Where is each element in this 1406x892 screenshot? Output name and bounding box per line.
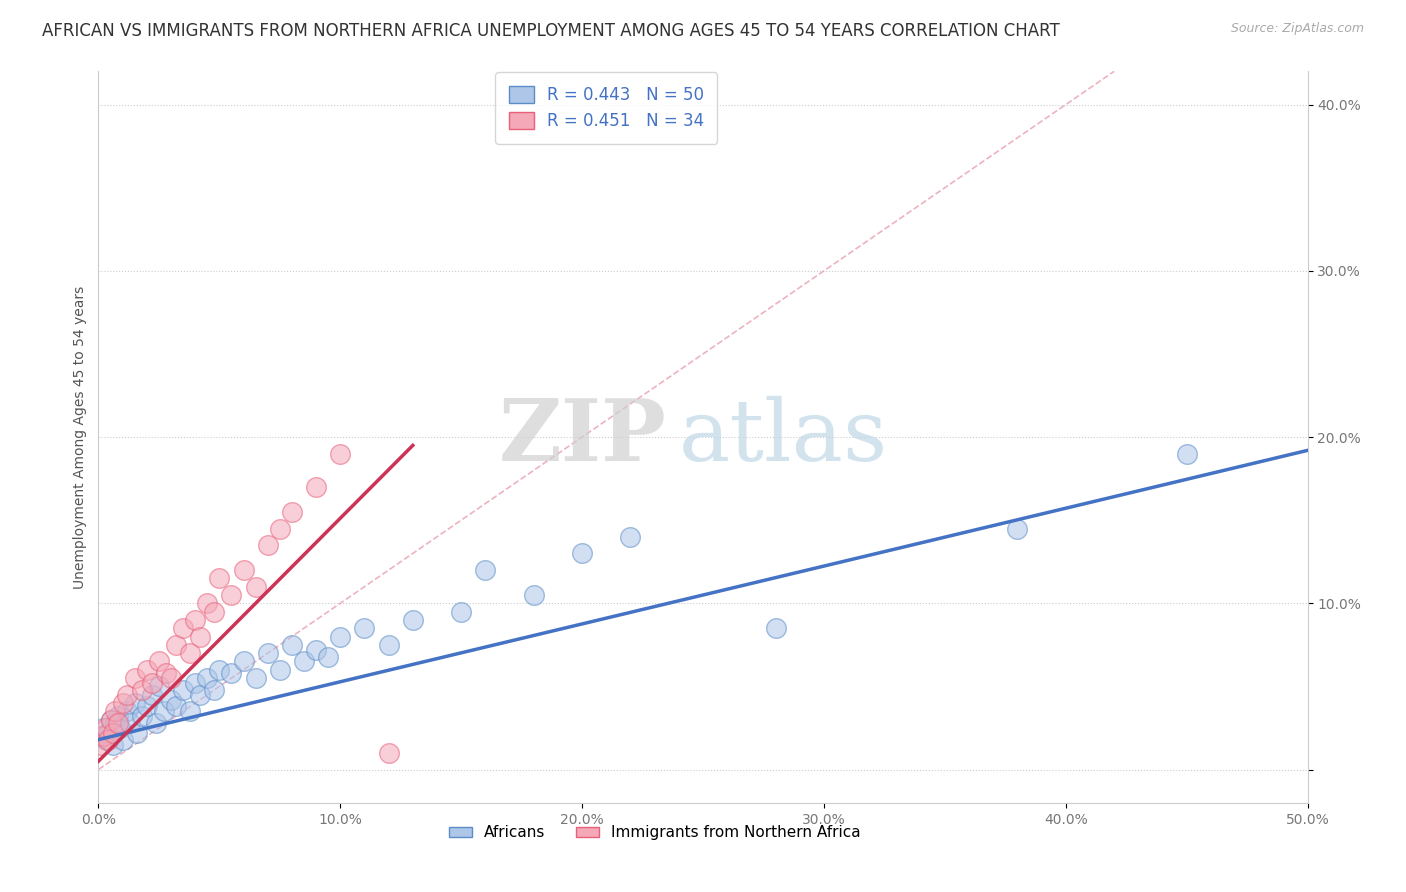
Point xyxy=(450,605,472,619)
Point xyxy=(571,546,593,560)
Point xyxy=(155,666,177,681)
Text: ZIP: ZIP xyxy=(499,395,666,479)
Point xyxy=(117,705,139,719)
Point xyxy=(111,732,134,747)
Point xyxy=(232,655,254,669)
Point xyxy=(232,563,254,577)
Point xyxy=(305,643,328,657)
Point xyxy=(765,621,787,635)
Point xyxy=(135,699,157,714)
Point xyxy=(94,732,117,747)
Point xyxy=(188,630,211,644)
Point xyxy=(208,571,231,585)
Point xyxy=(1007,521,1029,535)
Point xyxy=(141,688,163,702)
Point xyxy=(91,721,114,735)
Point xyxy=(305,480,328,494)
Point xyxy=(90,729,112,743)
Point xyxy=(94,721,117,735)
Point xyxy=(124,671,146,685)
Point xyxy=(91,729,114,743)
Point xyxy=(523,588,546,602)
Point xyxy=(101,738,124,752)
Legend: Africans, Immigrants from Northern Africa: Africans, Immigrants from Northern Afric… xyxy=(443,819,866,847)
Point xyxy=(124,696,146,710)
Point xyxy=(160,671,183,685)
Point xyxy=(204,605,226,619)
Point xyxy=(148,655,170,669)
Point xyxy=(221,666,243,681)
Point xyxy=(245,671,267,685)
Point xyxy=(316,649,339,664)
Point xyxy=(172,682,194,697)
Point xyxy=(152,705,174,719)
Point xyxy=(111,696,134,710)
Point xyxy=(127,726,149,740)
Point xyxy=(101,726,124,740)
Point xyxy=(107,709,129,723)
Point xyxy=(141,676,163,690)
Point xyxy=(188,688,211,702)
Point xyxy=(104,716,127,731)
Point xyxy=(281,638,304,652)
Point xyxy=(353,621,375,635)
Point xyxy=(204,682,226,697)
Point xyxy=(281,505,304,519)
Point xyxy=(100,713,122,727)
Point xyxy=(1175,447,1198,461)
Y-axis label: Unemployment Among Ages 45 to 54 years: Unemployment Among Ages 45 to 54 years xyxy=(73,285,87,589)
Point xyxy=(179,646,201,660)
Point xyxy=(269,663,291,677)
Point xyxy=(256,646,278,660)
Point xyxy=(117,688,139,702)
Point xyxy=(329,447,352,461)
Point xyxy=(474,563,496,577)
Point xyxy=(118,716,141,731)
Point xyxy=(195,671,218,685)
Point xyxy=(165,699,187,714)
Point xyxy=(269,521,291,535)
Point xyxy=(97,726,120,740)
Point xyxy=(245,580,267,594)
Point xyxy=(97,732,120,747)
Text: AFRICAN VS IMMIGRANTS FROM NORTHERN AFRICA UNEMPLOYMENT AMONG AGES 45 TO 54 YEAR: AFRICAN VS IMMIGRANTS FROM NORTHERN AFRI… xyxy=(42,22,1060,40)
Point xyxy=(619,530,641,544)
Point xyxy=(208,663,231,677)
Point xyxy=(195,596,218,610)
Point xyxy=(135,663,157,677)
Point xyxy=(184,613,207,627)
Point xyxy=(100,713,122,727)
Point xyxy=(145,716,167,731)
Point xyxy=(148,680,170,694)
Point xyxy=(165,638,187,652)
Point xyxy=(160,692,183,706)
Point xyxy=(377,638,399,652)
Point xyxy=(377,746,399,760)
Point xyxy=(107,716,129,731)
Point xyxy=(172,621,194,635)
Point xyxy=(179,705,201,719)
Point xyxy=(90,738,112,752)
Point xyxy=(329,630,352,644)
Point xyxy=(221,588,243,602)
Point xyxy=(131,682,153,697)
Point xyxy=(104,705,127,719)
Point xyxy=(108,721,131,735)
Text: Source: ZipAtlas.com: Source: ZipAtlas.com xyxy=(1230,22,1364,36)
Point xyxy=(131,709,153,723)
Text: atlas: atlas xyxy=(679,395,889,479)
Point xyxy=(184,676,207,690)
Point xyxy=(402,613,425,627)
Point xyxy=(292,655,315,669)
Point xyxy=(256,538,278,552)
